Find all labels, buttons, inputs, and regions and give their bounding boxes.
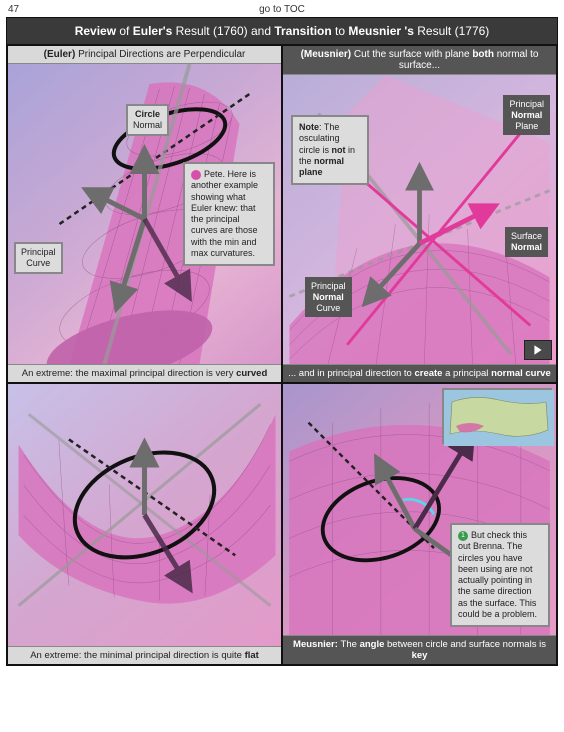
note-osculating: Note: The osculating circle is not in th… — [291, 115, 369, 185]
panel-grid: (Euler) Principal Directions are Perpend… — [6, 45, 558, 666]
page-number: 47 — [8, 4, 48, 15]
panel-b-header: (Meusnier) Cut the surface with plane bo… — [283, 46, 556, 75]
panel-c-footer: An extreme: the minimal principal direct… — [8, 646, 281, 664]
panel-meusnier-angle: 1But check this out Brenna. The circles … — [282, 383, 557, 665]
panel-c-body — [8, 384, 281, 646]
surface-normal-tag: Surface Normal — [505, 227, 548, 257]
panel-b-body: Note: The osculating circle is not in th… — [283, 75, 556, 364]
panel-c-diagram — [8, 384, 281, 646]
panel-meusnier-plane: (Meusnier) Cut the surface with plane bo… — [282, 45, 557, 383]
dot-icon — [191, 170, 201, 180]
map-icon — [444, 390, 554, 446]
principal-normal-plane-tag: Principal Normal Plane — [503, 95, 550, 135]
video-button[interactable] — [524, 340, 552, 360]
play-icon — [532, 344, 544, 356]
top-meta: 47 go to TOC — [6, 4, 558, 17]
brenna-note: 1But check this out Brenna. The circles … — [450, 523, 550, 627]
panel-a-body: Circle Normal Principal Curve Pete. Here… — [8, 64, 281, 364]
panel-d-footer: Meusnier: The angle between circle and s… — [283, 635, 556, 664]
circle-normal-tag: Circle Normal — [126, 104, 169, 136]
map-inset — [442, 388, 552, 444]
title-bar: Review of Euler's Result (1760) and Tran… — [6, 17, 558, 45]
panel-a-footer: An extreme: the maximal principal direct… — [8, 364, 281, 382]
panel-b-footer: ... and in principal direction to create… — [283, 364, 556, 382]
toc-link[interactable]: go to TOC — [48, 4, 516, 15]
panel-d-body: 1But check this out Brenna. The circles … — [283, 384, 556, 635]
panel-euler-min: An extreme: the minimal principal direct… — [7, 383, 282, 665]
pete-note: Pete. Here is another example showing wh… — [183, 162, 275, 266]
badge-icon: 1 — [458, 531, 468, 541]
principal-normal-curve-tag: Principal Normal Curve — [305, 277, 352, 317]
page-root: 47 go to TOC Review of Euler's Result (1… — [0, 0, 564, 672]
panel-a-header: (Euler) Principal Directions are Perpend… — [8, 46, 281, 64]
principal-curve-tag: Principal Curve — [14, 242, 63, 274]
panel-euler-max: (Euler) Principal Directions are Perpend… — [7, 45, 282, 383]
